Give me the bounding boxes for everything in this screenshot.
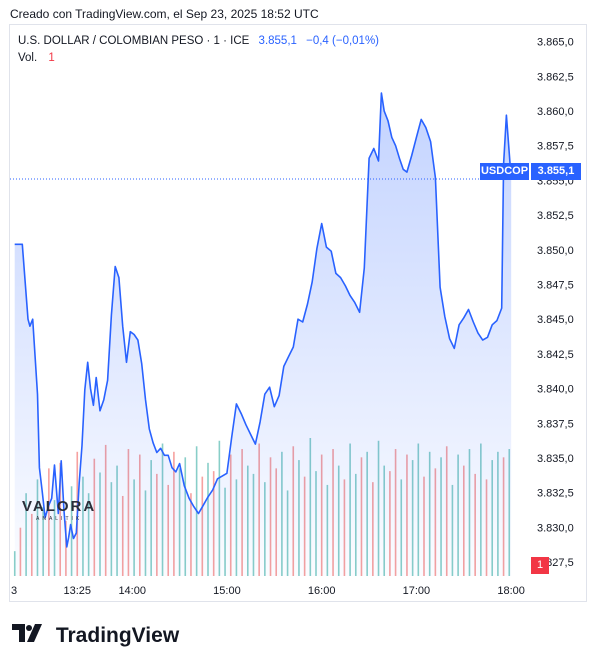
y-tick-label: 3.837,5 (537, 418, 574, 430)
y-tick-label: 3.830,0 (537, 522, 574, 534)
y-tick-label: 3.857,5 (537, 141, 574, 153)
x-tick-label: 15:00 (213, 585, 241, 597)
watermark-logo: VALORA ANALITIK (22, 498, 96, 522)
ticker-tag: USDCOP (480, 163, 529, 180)
watermark-sub: ANALITIK (36, 516, 83, 522)
volume-legend: Vol. 1 (18, 52, 55, 64)
y-tick-label: 3.852,5 (537, 210, 574, 222)
y-tick-label: 3.865,0 (537, 37, 574, 49)
y-tick-label: 3.860,0 (537, 106, 574, 118)
x-tick-label: 13:25 (63, 585, 91, 597)
volume-tag: 1 (531, 557, 549, 574)
chart-legend: U.S. DOLLAR / COLOMBIAN PESO · 1 · ICE 3… (18, 35, 379, 47)
tradingview-logo-icon (12, 624, 44, 648)
price-axis[interactable]: 3.865,03.862,53.860,03.857,53.855,03.852… (537, 37, 574, 569)
chart-frame (9, 24, 587, 602)
time-axis[interactable]: 3 13:25 14:00 15:00 16:00 17:00 18:00 (11, 585, 525, 597)
y-tick-label: 3.862,5 (537, 71, 574, 83)
brand-name: TradingView (55, 624, 180, 647)
volume-value: 1 (48, 52, 55, 64)
y-tick-label: 3.850,0 (537, 245, 574, 257)
x-tick-label: 18:00 (497, 585, 525, 597)
tradingview-brand[interactable]: TradingView (12, 624, 179, 648)
x-tick-label: 17:00 (403, 585, 431, 597)
legend-change: −0,4 (−0,01%) (306, 35, 380, 47)
x-tick-label: 3 (11, 585, 17, 597)
symbol-title[interactable]: U.S. DOLLAR / COLOMBIAN PESO · 1 · ICE (18, 35, 250, 47)
y-tick-label: 3.842,5 (537, 349, 574, 361)
price-area (14, 93, 512, 576)
x-tick-label: 14:00 (118, 585, 146, 597)
y-tick-label: 3.847,5 (537, 280, 574, 292)
caption: Creado con TradingView.com, el Sep 23, 2… (10, 7, 319, 21)
volume-label: Vol. (18, 52, 38, 64)
price-tag: 3.855,1 (531, 163, 581, 180)
y-tick-label: 3.840,0 (537, 384, 574, 396)
watermark-name: VALORA (22, 498, 97, 515)
y-tick-label: 3.832,5 (537, 488, 574, 500)
x-tick-label: 16:00 (308, 585, 336, 597)
y-tick-label: 3.835,0 (537, 453, 574, 465)
legend-price: 3.855,1 (258, 35, 297, 47)
price-chart[interactable]: 3.865,03.862,53.860,03.857,53.855,03.852… (0, 0, 598, 610)
y-tick-label: 3.845,0 (537, 314, 574, 326)
price-line (14, 92, 512, 548)
